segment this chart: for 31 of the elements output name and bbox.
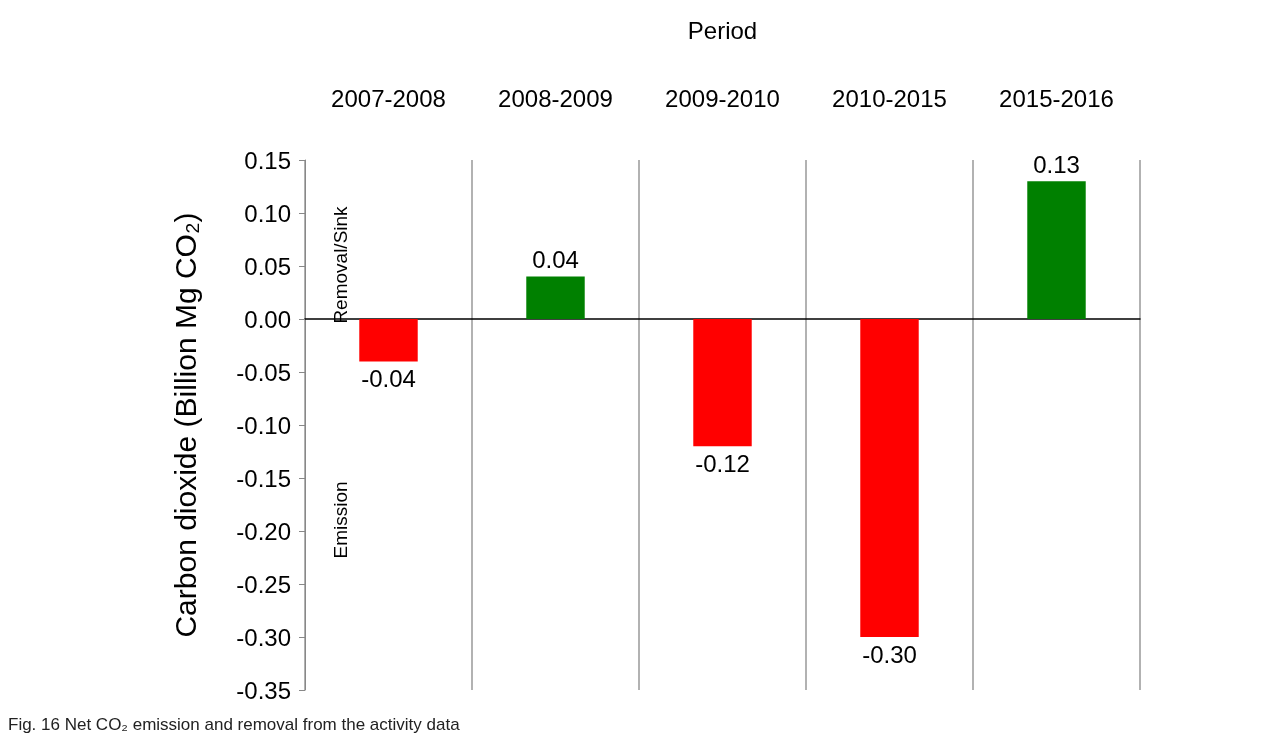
annotation: Removal/Sink bbox=[329, 205, 351, 324]
data-label: 0.13 bbox=[1033, 150, 1080, 178]
x-tick-label: 2010-2015 bbox=[832, 84, 947, 112]
y-tick-label: -0.20 bbox=[236, 517, 291, 545]
y-tick-label: -0.10 bbox=[236, 411, 291, 439]
bar bbox=[860, 319, 919, 637]
x-tick-label: 2008-2009 bbox=[498, 84, 613, 112]
y-tick-label: -0.05 bbox=[236, 358, 291, 386]
y-tick-label: 0.15 bbox=[244, 146, 291, 174]
data-label: -0.12 bbox=[695, 449, 750, 477]
bar bbox=[359, 319, 418, 362]
x-tick-label: 2015-2016 bbox=[999, 84, 1114, 112]
x-axis-title: Period bbox=[687, 16, 758, 44]
bar bbox=[526, 276, 585, 319]
data-label: -0.04 bbox=[361, 364, 416, 392]
y-tick-label: -0.30 bbox=[236, 623, 291, 651]
caption: Fig. 16 Net CO₂ emission and removal from the activity data bbox=[8, 715, 461, 734]
data-label: 0.04 bbox=[532, 246, 579, 274]
x-tick-label: 2007-2008 bbox=[331, 84, 446, 112]
y-tick-label: 0.00 bbox=[244, 305, 291, 333]
y-axis-title: Carbon dioxide (Billion Mg CO₂) bbox=[168, 212, 202, 638]
data-label: -0.30 bbox=[862, 640, 917, 668]
bar bbox=[1027, 181, 1086, 319]
y-tick-label: -0.35 bbox=[236, 676, 291, 704]
y-tick-label: -0.25 bbox=[236, 570, 291, 598]
x-tick-label: 2009-2010 bbox=[665, 84, 780, 112]
annotation: Emission bbox=[329, 481, 351, 559]
y-tick-label: 0.10 bbox=[244, 199, 291, 227]
y-tick-label: -0.15 bbox=[236, 464, 291, 492]
y-tick-label: 0.05 bbox=[244, 252, 291, 280]
bar bbox=[693, 319, 752, 447]
